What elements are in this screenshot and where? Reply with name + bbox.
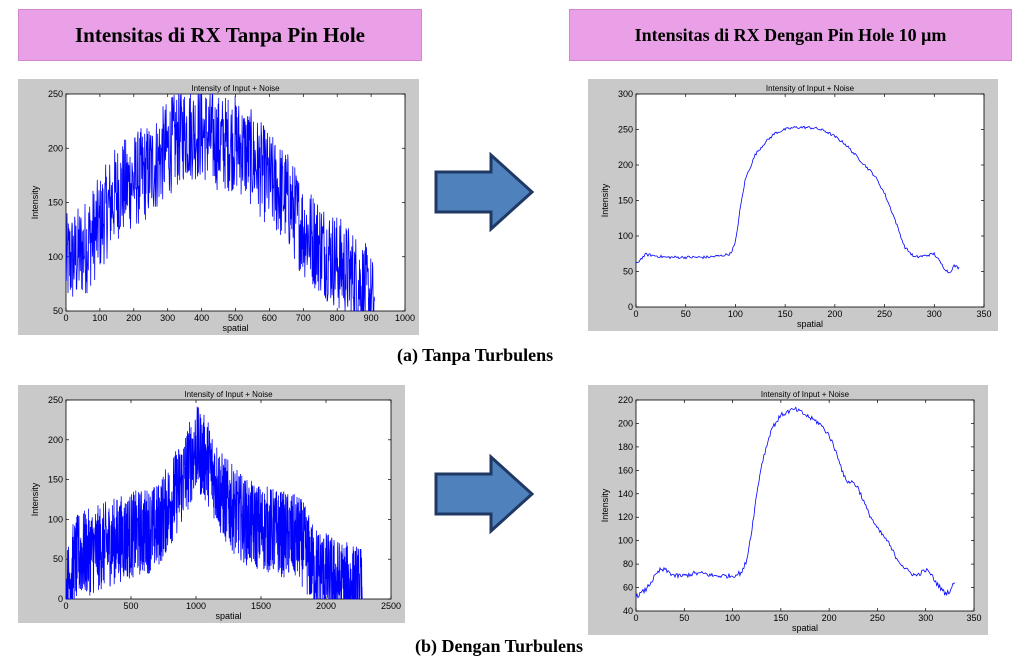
- plot-area: [635, 93, 985, 308]
- chart-svg: Intensity of Input + Noise spatial Intensi…: [600, 84, 992, 329]
- y-axis-label: Intensity: [30, 185, 40, 219]
- x-axis-label: spatial: [222, 323, 248, 333]
- y-tick-label: 250: [48, 395, 63, 405]
- caption-b: (b) Dengan Turbulens: [415, 636, 584, 656]
- y-tick-label: 50: [53, 306, 63, 316]
- y-tick-label: 150: [48, 475, 63, 485]
- x-axis-label: spatial: [792, 623, 818, 633]
- x-tick-label: 150: [778, 309, 793, 319]
- series-line: [635, 406, 956, 599]
- y-tick-label: 120: [618, 512, 633, 522]
- series-line: [635, 125, 960, 274]
- chart-title: Intensity of Input + Noise: [766, 84, 855, 93]
- y-tick-label: 150: [48, 198, 63, 208]
- y-axis-label: Intensity: [600, 183, 610, 217]
- x-tick-label: 300: [918, 613, 933, 623]
- x-tick-label: 200: [827, 309, 842, 319]
- x-tick-label: 600: [262, 313, 277, 323]
- chart-a-right: Intensity of Input + Noise spatial Intensi…: [588, 79, 998, 331]
- y-tick-label: 0: [58, 594, 63, 604]
- y-tick-label: 100: [48, 514, 63, 524]
- x-tick-label: 0: [633, 309, 638, 319]
- chart-a-left: Intensity of Input + Noise spatial Intensi…: [18, 79, 419, 335]
- x-tick-label: 250: [877, 309, 892, 319]
- x-tick-label: 2000: [316, 601, 336, 611]
- y-tick-label: 50: [623, 267, 633, 277]
- right-arrow-icon: [434, 152, 535, 232]
- y-tick-label: 200: [48, 435, 63, 445]
- chart-svg: Intensity of Input + Noise spatial Intensi…: [30, 390, 401, 621]
- right-arrow-icon: [434, 454, 535, 534]
- x-tick-label: 300: [927, 309, 942, 319]
- y-tick-label: 100: [48, 252, 63, 262]
- y-tick-label: 60: [623, 583, 633, 593]
- x-tick-label: 0: [633, 613, 638, 623]
- x-tick-label: 50: [681, 309, 691, 319]
- x-tick-label: 500: [123, 601, 138, 611]
- y-tick-label: 250: [618, 125, 633, 135]
- y-axis-label: Intensity: [30, 482, 40, 516]
- y-tick-label: 0: [628, 302, 633, 312]
- x-tick-label: 200: [822, 613, 837, 623]
- chart-title: Intensity of Input + Noise: [761, 390, 850, 399]
- chart-svg: Intensity of Input + Noise spatial Intensi…: [30, 84, 415, 333]
- chart-title: Intensity of Input + Noise: [184, 390, 273, 399]
- y-tick-label: 200: [48, 143, 63, 153]
- x-tick-label: 0: [63, 601, 68, 611]
- x-tick-label: 350: [976, 309, 991, 319]
- y-tick-label: 100: [618, 231, 633, 241]
- x-tick-label: 100: [728, 309, 743, 319]
- x-tick-label: 350: [966, 613, 981, 623]
- x-tick-label: 250: [870, 613, 885, 623]
- chart-b-right: Intensity of Input + Noise spatial Intensi…: [588, 385, 988, 635]
- y-tick-label: 80: [623, 559, 633, 569]
- x-tick-label: 700: [296, 313, 311, 323]
- y-tick-label: 220: [618, 395, 633, 405]
- x-tick-label: 500: [228, 313, 243, 323]
- x-tick-label: 1000: [395, 313, 415, 323]
- y-tick-label: 200: [618, 418, 633, 428]
- x-tick-label: 200: [126, 313, 141, 323]
- chart-svg: Intensity of Input + Noise spatial Intensi…: [600, 390, 982, 633]
- x-tick-label: 150: [773, 613, 788, 623]
- x-tick-label: 0: [63, 313, 68, 323]
- x-tick-label: 900: [364, 313, 379, 323]
- y-tick-label: 180: [618, 442, 633, 452]
- header-left-label: Intensitas di RX Tanpa Pin Hole: [18, 9, 422, 61]
- y-tick-label: 300: [618, 89, 633, 99]
- series-line: [65, 406, 363, 600]
- plot-area: [635, 399, 975, 612]
- x-tick-label: 300: [160, 313, 175, 323]
- series-line: [65, 93, 375, 312]
- x-tick-label: 100: [725, 613, 740, 623]
- x-tick-label: 1500: [251, 601, 271, 611]
- y-tick-label: 50: [53, 554, 63, 564]
- x-tick-label: 2500: [381, 601, 401, 611]
- chart-b-left: Intensity of Input + Noise spatial Intensi…: [18, 385, 405, 623]
- x-tick-label: 100: [92, 313, 107, 323]
- caption-a: (a) Tanpa Turbulens: [397, 345, 554, 365]
- y-tick-label: 150: [618, 196, 633, 206]
- y-tick-label: 250: [48, 89, 63, 99]
- y-tick-label: 100: [618, 536, 633, 546]
- y-tick-label: 140: [618, 489, 633, 499]
- x-axis-label: spatial: [797, 319, 823, 329]
- y-tick-label: 40: [623, 606, 633, 616]
- x-tick-label: 800: [330, 313, 345, 323]
- header-right-label: Intensitas di RX Dengan Pin Hole 10 μm: [569, 9, 1012, 61]
- x-tick-label: 50: [679, 613, 689, 623]
- y-tick-label: 160: [618, 465, 633, 475]
- y-axis-label: Intensity: [600, 488, 610, 522]
- x-axis-label: spatial: [215, 611, 241, 621]
- chart-title: Intensity of Input + Noise: [191, 84, 280, 93]
- y-tick-label: 200: [618, 160, 633, 170]
- x-tick-label: 400: [194, 313, 209, 323]
- x-tick-label: 1000: [186, 601, 206, 611]
